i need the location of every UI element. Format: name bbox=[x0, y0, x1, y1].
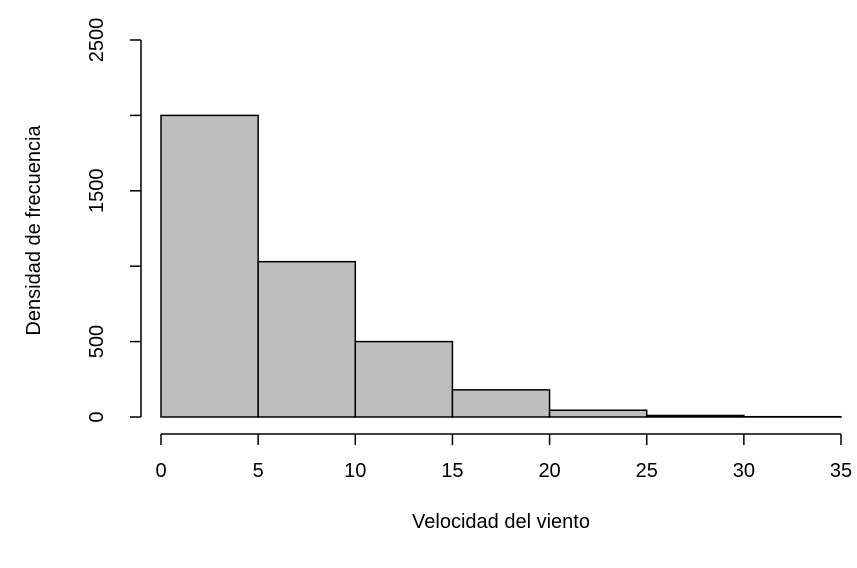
y-axis: 0 500 1500 2500 bbox=[86, 18, 141, 423]
x-tick-label: 5 bbox=[253, 460, 264, 482]
x-tick-label: 25 bbox=[636, 460, 658, 482]
x-tick-label: 20 bbox=[538, 460, 560, 482]
histogram-bar bbox=[355, 342, 452, 417]
histogram-bar bbox=[452, 390, 549, 417]
histogram-bar bbox=[647, 415, 744, 417]
y-tick-label: 2500 bbox=[86, 18, 108, 63]
bars-layer bbox=[161, 115, 841, 417]
x-tick-label: 35 bbox=[830, 460, 852, 482]
x-tick-label: 10 bbox=[344, 460, 366, 482]
x-tick-label: 30 bbox=[733, 460, 755, 482]
y-tick-label: 1500 bbox=[86, 169, 108, 214]
histogram-bar bbox=[550, 410, 647, 417]
histogram-bar bbox=[258, 262, 355, 417]
x-axis-title: Velocidad del viento bbox=[412, 511, 590, 533]
y-tick-label: 500 bbox=[86, 325, 108, 358]
x-axis: 0 5 10 15 20 25 30 35 bbox=[155, 434, 852, 482]
histogram-bar bbox=[161, 115, 258, 417]
x-tick-label: 15 bbox=[441, 460, 463, 482]
x-tick-label: 0 bbox=[155, 460, 166, 482]
y-axis-title: Densidad de frecuencia bbox=[23, 125, 45, 336]
y-tick-label: 0 bbox=[86, 411, 108, 422]
